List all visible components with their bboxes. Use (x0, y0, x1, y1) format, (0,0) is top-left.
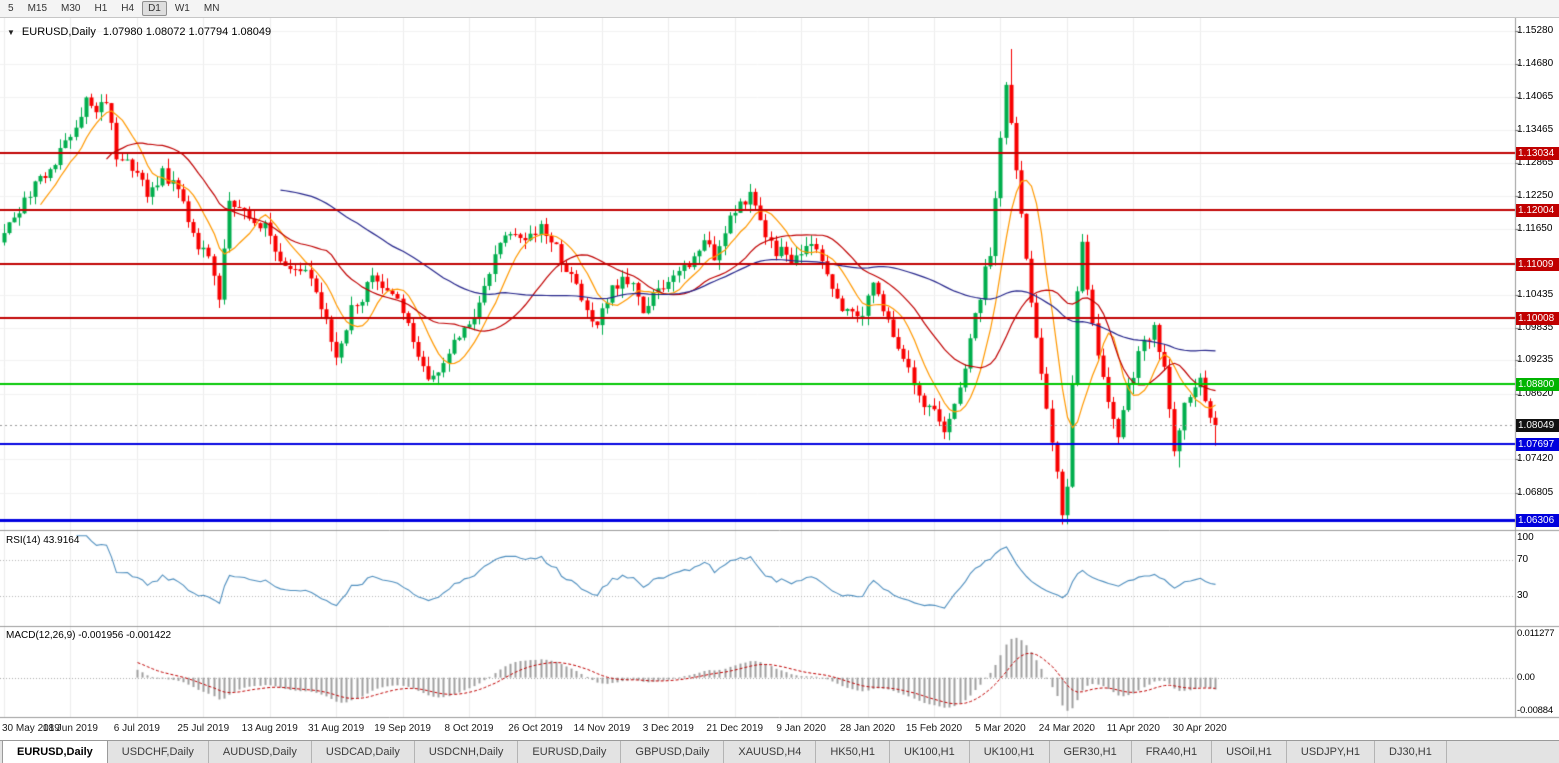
macd-axis: 0.011277 0.00 -0.00884 (1515, 18, 1559, 740)
price-axis-label: 1.08620 (1517, 387, 1554, 399)
price-level-label: 1.07697 (1516, 438, 1559, 452)
macd-indicator-label: MACD(12,26,9) -0.001956 -0.001422 (6, 630, 172, 641)
price-axis[interactable]: 1.15280 1.14680 1.14065 1.13465 1.12865 1.122… (1515, 18, 1559, 740)
chart-ohlc-header: ▼ EURUSD,Daily 1.07980 1.08072 1.07794 1… (7, 26, 271, 38)
rsi-axis: 100 70 30 (1515, 18, 1559, 740)
price-axis-label: 1.15280 (1517, 25, 1554, 37)
chart-tabs-bar: EURUSD,Daily USDCHF,Daily AUDUSD,Daily USDC… (0, 740, 1559, 763)
date-axis-label: 31 Aug 2019 (308, 723, 365, 734)
tab-uk100-h1[interactable]: UK100,H1 (890, 741, 970, 763)
chart-window: ▼ EURUSD,Daily 1.07980 1.08072 1.07794 1… (0, 18, 1559, 740)
tab-usdjpy-h1[interactable]: USDJPY,H1 (1287, 741, 1376, 763)
chart-collapse-icon[interactable]: ▼ (7, 27, 15, 37)
tab-usoil-h1[interactable]: USOil,H1 (1212, 741, 1287, 763)
date-axis[interactable]: 30 May 2019 18 Jun 2019 6 Jul 2019 25 Jul 2… (0, 719, 1515, 739)
tab-eurusd-daily[interactable]: EURUSD,Daily (2, 741, 108, 763)
macd-axis-label: 0.00 (1517, 671, 1535, 683)
chart-symbol-label: EURUSD,Daily (21, 26, 96, 38)
macd-axis-label: 0.011277 (1517, 628, 1555, 639)
tab-uk100-h1[interactable]: UK100,H1 (970, 741, 1050, 763)
price-axis-label: 1.12250 (1517, 190, 1554, 202)
timeframe-button-mn[interactable]: MN (203, 3, 220, 14)
rsi-axis-label: 30 (1517, 589, 1529, 601)
tab-fra40-h1[interactable]: FRA40,H1 (1132, 741, 1213, 763)
price-axis-label: 1.14680 (1517, 57, 1554, 69)
price-axis-label: 1.12865 (1517, 156, 1554, 168)
date-axis-label: 28 Jan 2020 (840, 723, 896, 734)
date-axis-label: 24 Mar 2020 (1038, 723, 1095, 734)
price-level-label: 1.13034 (1516, 147, 1559, 161)
timeframe-button-5[interactable]: 5 (8, 3, 14, 14)
price-level-label: 1.08800 (1516, 378, 1559, 392)
tab-usdcad-daily[interactable]: USDCAD,Daily (312, 741, 415, 763)
date-axis-label: 25 Jul 2019 (177, 723, 230, 734)
tab-hk50-h1[interactable]: HK50,H1 (816, 741, 890, 763)
date-axis-label: 19 Sep 2019 (374, 723, 431, 734)
date-axis-label: 26 Oct 2019 (508, 723, 563, 734)
date-axis-label: 30 May 2019 (2, 723, 60, 734)
price-level-label: 1.06306 (1516, 514, 1559, 528)
date-axis-label: 18 Jun 2019 (42, 723, 98, 734)
price-axis-label: 1.09835 (1517, 321, 1554, 333)
timeframe-button-m30[interactable]: M30 (61, 3, 81, 14)
price-axis-label: 1.09235 (1517, 354, 1554, 366)
tab-gbpusd-daily[interactable]: GBPUSD,Daily (621, 741, 725, 763)
price-level-label: 1.11009 (1516, 257, 1559, 271)
date-axis-label: 21 Dec 2019 (706, 723, 764, 734)
date-axis-label: 14 Nov 2019 (573, 723, 631, 734)
date-axis-label: 3 Dec 2019 (642, 723, 694, 734)
timeframe-toolbar: 5 M15 M30 H1 H4 D1 W1 MN (0, 0, 1559, 18)
date-axis-label: 9 Jan 2020 (776, 723, 826, 734)
rsi-indicator-label: RSI(14) 43.9164 (6, 535, 80, 546)
timeframe-button-m15[interactable]: M15 (27, 3, 48, 14)
date-axis-label: 11 Apr 2020 (1106, 723, 1160, 734)
price-axis-label: 1.13465 (1517, 123, 1554, 135)
price-axis-label: 1.07420 (1517, 453, 1554, 465)
tab-audusd-daily[interactable]: AUDUSD,Daily (209, 741, 312, 763)
rsi-axis-label: 70 (1517, 554, 1529, 566)
tab-xauusd-h4[interactable]: XAUUSD,H4 (724, 741, 817, 763)
price-axis-label: 1.06805 (1517, 486, 1554, 498)
date-axis-label: 5 Mar 2020 (975, 723, 1026, 734)
date-axis-label: 13 Aug 2019 (241, 723, 298, 734)
timeframe-button-h1[interactable]: H1 (94, 3, 108, 14)
price-level-label: 1.12004 (1516, 203, 1559, 217)
timeframe-button-d1[interactable]: D1 (142, 1, 167, 16)
chart-ohlc-values: 1.07980 1.08072 1.07794 1.08049 (102, 26, 272, 38)
date-axis-label: 8 Oct 2019 (444, 723, 494, 734)
timeframe-button-h4[interactable]: H4 (121, 3, 135, 14)
date-axis-label: 6 Jul 2019 (113, 723, 160, 734)
tab-usdcnh-daily[interactable]: USDCNH,Daily (415, 741, 519, 763)
date-axis-label: 30 Apr 2020 (1172, 723, 1227, 734)
date-axis-label: 15 Feb 2020 (905, 723, 963, 734)
tab-eurusd-daily[interactable]: EURUSD,Daily (518, 741, 622, 763)
macd-axis-label: -0.00884 (1517, 705, 1553, 716)
rsi-axis-label: 100 (1517, 532, 1534, 543)
tab-usdchf-daily[interactable]: USDCHF,Daily (108, 741, 209, 763)
price-axis-label: 1.10435 (1517, 289, 1554, 301)
price-level-label: 1.10008 (1516, 312, 1559, 326)
tab-ger30-h1[interactable]: GER30,H1 (1050, 741, 1132, 763)
tab-dj30-h1[interactable]: DJ30,H1 (1375, 741, 1447, 763)
price-axis-label: 1.14065 (1517, 91, 1554, 103)
price-axis-label: 1.11650 (1517, 222, 1553, 234)
timeframe-button-w1[interactable]: W1 (174, 3, 190, 14)
price-chart-canvas[interactable] (0, 18, 1559, 740)
price-level-label: 1.08049 (1516, 419, 1559, 433)
